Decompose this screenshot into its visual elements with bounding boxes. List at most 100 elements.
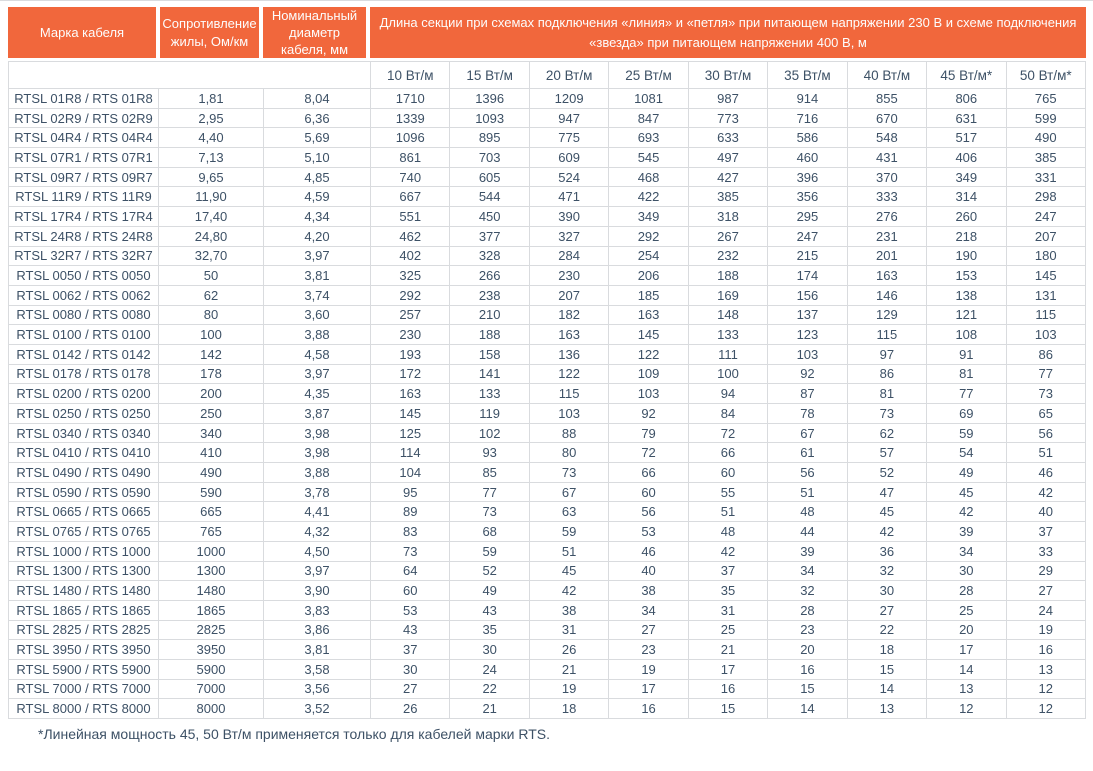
cell-section-length: 51 [767,481,848,503]
cell-section-length: 86 [846,363,928,385]
cell-section-length: 39 [767,540,848,562]
cell-section-length: 67 [767,422,848,444]
power-column-header: 35 Вт/м [767,61,848,89]
table-row: RTSL 24R8 / RTS 24R8 24,80 4,20 462 377 327 29… [8,225,1087,247]
cell-section-length: 102 [449,422,530,444]
cell-section-length: 66 [687,442,769,464]
cell-section-length: 51 [1005,442,1087,464]
cell-section-length: 100 [687,363,769,385]
cell-section-length: 60 [687,462,769,483]
cell-diameter: 3,86 [262,619,372,641]
cell-section-length: 46 [1005,462,1087,483]
cell-section-length: 52 [846,462,928,483]
cell-section-length: 215 [767,245,848,267]
cell-section-length: 517 [926,127,1007,149]
cell-section-length: 254 [608,245,689,267]
cell-section-length: 103 [608,383,689,404]
cell-resistance: 590 [158,481,264,503]
cell-section-length: 42 [1005,481,1087,503]
cell-brand: RTSL 0050 / RTS 0050 [8,265,159,286]
cell-section-length: 38 [608,580,689,601]
cell-section-length: 16 [767,658,848,680]
cell-resistance: 1300 [158,560,264,582]
cell-section-length: 103 [528,403,610,424]
cell-diameter: 4,35 [262,383,372,404]
cell-section-length: 292 [370,284,451,306]
cell-section-length: 141 [449,363,530,385]
cell-section-length: 43 [449,599,530,621]
cell-section-length: 861 [370,147,451,168]
cell-section-length: 94 [687,383,769,404]
cell-section-length: 431 [846,147,928,168]
cell-section-length: 49 [449,580,530,601]
cell-section-length: 377 [449,225,530,247]
cell-section-length: 37 [1005,521,1087,542]
cell-brand: RTSL 0178 / RTS 0178 [8,363,159,385]
cell-resistance: 9,65 [158,166,264,188]
power-column-header: 25 Вт/м [608,61,689,89]
cell-section-length: 16 [608,698,689,719]
cell-section-length: 122 [528,363,610,385]
cell-resistance: 7,13 [158,147,264,168]
table-row: RTSL 2825 / RTS 2825 2825 3,86 43 35 31 27 25 23… [8,619,1087,641]
header-resistance: Сопротивление жилы, Ом/км [160,7,259,58]
cell-brand: RTSL 0080 / RTS 0080 [8,304,159,326]
cell-section-length: 111 [687,343,769,365]
cell-section-length: 631 [926,107,1007,129]
table-row: RTSL 1000 / RTS 1000 1000 4,50 73 59 51 46 42 39… [8,540,1087,562]
cell-section-length: 42 [528,580,610,601]
cell-section-length: 21 [449,698,530,719]
subheader-empty-cell [7,61,372,89]
cell-section-length: 28 [767,599,848,621]
table-row: RTSL 8000 / RTS 8000 8000 3,52 26 21 18 16 15 14… [8,698,1087,719]
cell-section-length: 97 [846,343,928,365]
cell-resistance: 62 [158,284,264,306]
cell-section-length: 125 [370,422,451,444]
cell-section-length: 947 [528,107,610,129]
cell-resistance: 8000 [158,698,264,719]
cell-resistance: 665 [158,501,264,523]
cell-brand: RTSL 0062 / RTS 0062 [8,284,159,306]
cell-section-length: 108 [926,324,1007,345]
cell-section-length: 119 [449,403,530,424]
cell-section-length: 1093 [449,107,530,129]
cell-section-length: 21 [528,658,610,680]
table-row: RTSL 7000 / RTS 7000 7000 3,56 27 22 19 17 16 15… [8,678,1087,700]
cell-section-length: 257 [370,304,451,326]
cell-section-length: 331 [1005,166,1087,188]
table-row: RTSL 17R4 / RTS 17R4 17,40 4,34 551 450 390 34… [8,206,1087,227]
cell-section-length: 169 [687,284,769,306]
cell-section-length: 385 [687,186,769,208]
cell-section-length: 60 [608,481,689,503]
footnote: *Линейная мощность 45, 50 Вт/м применяет… [38,726,550,742]
cell-section-length: 122 [608,343,689,365]
cell-section-length: 34 [608,599,689,621]
cell-section-length: 15 [767,678,848,700]
cell-section-length: 349 [608,206,689,227]
cell-section-length: 14 [767,698,848,719]
cell-diameter: 3,60 [262,304,372,326]
cell-section-length: 33 [1005,540,1087,562]
cell-section-length: 188 [449,324,530,345]
cell-section-length: 12 [926,698,1007,719]
cell-diameter: 3,98 [262,422,372,444]
cell-section-length: 462 [370,225,451,247]
cell-brand: RTSL 0340 / RTS 0340 [8,422,159,444]
cell-section-length: 73 [846,403,928,424]
cell-resistance: 5900 [158,658,264,680]
cell-brand: RTSL 0250 / RTS 0250 [8,403,159,424]
cell-brand: RTSL 0665 / RTS 0665 [8,501,159,523]
table-row: RTSL 0100 / RTS 0100 100 3,88 230 188 163 145 1… [8,324,1087,345]
cell-section-length: 17 [926,639,1007,660]
cell-brand: RTSL 32R7 / RTS 32R7 [8,245,159,267]
cell-section-length: 1396 [449,88,530,109]
cell-section-length: 123 [767,324,848,345]
cell-diameter: 6,36 [262,107,372,129]
cell-resistance: 4,40 [158,127,264,149]
cell-section-length: 86 [1005,343,1087,365]
cell-section-length: 180 [1005,245,1087,267]
cell-section-length: 67 [528,481,610,503]
cell-section-length: 136 [528,343,610,365]
cell-section-length: 30 [449,639,530,660]
cell-diameter: 3,58 [262,658,372,680]
